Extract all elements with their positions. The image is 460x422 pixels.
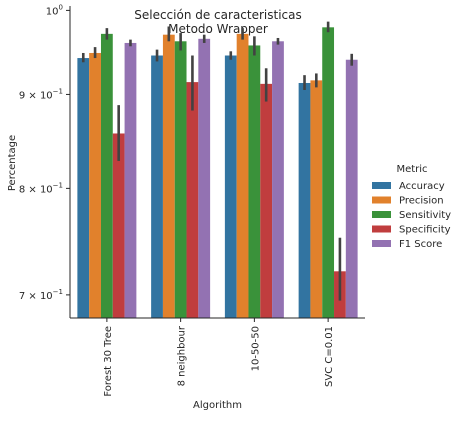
- chart-title-line-2: Metodo Wrapper: [168, 22, 268, 36]
- error-bars: [81, 21, 354, 301]
- bar-accuracy-8-neighbour: [151, 55, 163, 318]
- bar-sensitivity-10-50-50: [248, 45, 261, 318]
- chart-title-line-1: Selección de caracteristicas: [134, 8, 302, 22]
- y-tick-label: 8 × 10−1: [19, 181, 63, 195]
- bar-accuracy-10-50-50: [224, 55, 237, 318]
- bar-accuracy-svc-c-0-01: [298, 82, 311, 319]
- bar-precision-8-neighbour: [162, 34, 175, 319]
- x-axis-label: Algorithm: [193, 400, 242, 411]
- bar-precision-forest-30-tree: [89, 52, 101, 318]
- bar-specificity-8-neighbour: [186, 82, 199, 318]
- legend-swatch-f1-score: [372, 240, 391, 247]
- bar-sensitivity-8-neighbour: [174, 41, 187, 318]
- legend-label-accuracy: Accuracy: [399, 181, 445, 192]
- x-tick-label-forest-30-tree: Forest 30 Tree: [103, 326, 114, 397]
- y-tick-label: 7 × 10−1: [19, 288, 63, 302]
- x-ticks: Forest 30 Tree 8 neighbour 10-50-50 SVC C=0…: [103, 318, 335, 397]
- legend-swatch-specificity: [372, 225, 391, 233]
- legend-label-sensitivity: Sensitivity: [399, 210, 451, 221]
- bar-specificity-10-50-50: [260, 83, 273, 318]
- legend-swatch-sensitivity: [372, 211, 391, 218]
- bar-accuracy-forest-30-tree: [77, 58, 90, 319]
- legend-swatch-precision: [372, 196, 391, 204]
- bar-precision-10-50-50: [236, 33, 249, 319]
- y-ticks: 100 9 × 10−1 8 × 10−1 7 × 10−1: [19, 3, 70, 302]
- legend-label-specificity: Specificity: [399, 225, 451, 236]
- legend-label-f1-score: F1 Score: [399, 239, 442, 250]
- bar-specificity-forest-30-tree: [112, 133, 125, 318]
- legend-title: Metric: [396, 164, 427, 175]
- bar-f1-score-8-neighbour: [198, 38, 211, 319]
- bar-f1-score-svc-c-0-01: [345, 59, 358, 319]
- y-tick-label: 100: [46, 3, 63, 17]
- bars: [77, 27, 358, 319]
- bar-precision-svc-c-0-01: [310, 80, 323, 319]
- axes: [69, 6, 365, 319]
- x-tick-label-10-50-50: 10-50-50: [250, 326, 261, 371]
- x-tick-label-8-neighbour: 8 neighbour: [177, 325, 188, 386]
- y-tick-label: 9 × 10−1: [19, 87, 63, 101]
- bar-f1-score-10-50-50: [272, 41, 284, 318]
- y-axis-label: Percentage: [7, 135, 18, 191]
- legend: Metric Accuracy Precision Sensitivity Specif…: [372, 164, 451, 250]
- bar-sensitivity-forest-30-tree: [100, 33, 113, 319]
- x-tick-label-svc-c-0-01: SVC C=0.01: [324, 326, 335, 387]
- legend-label-precision: Precision: [399, 196, 444, 207]
- bar-f1-score-forest-30-tree: [124, 42, 137, 318]
- bar-sensitivity-svc-c-0-01: [322, 27, 335, 318]
- legend-swatch-accuracy: [372, 182, 391, 189]
